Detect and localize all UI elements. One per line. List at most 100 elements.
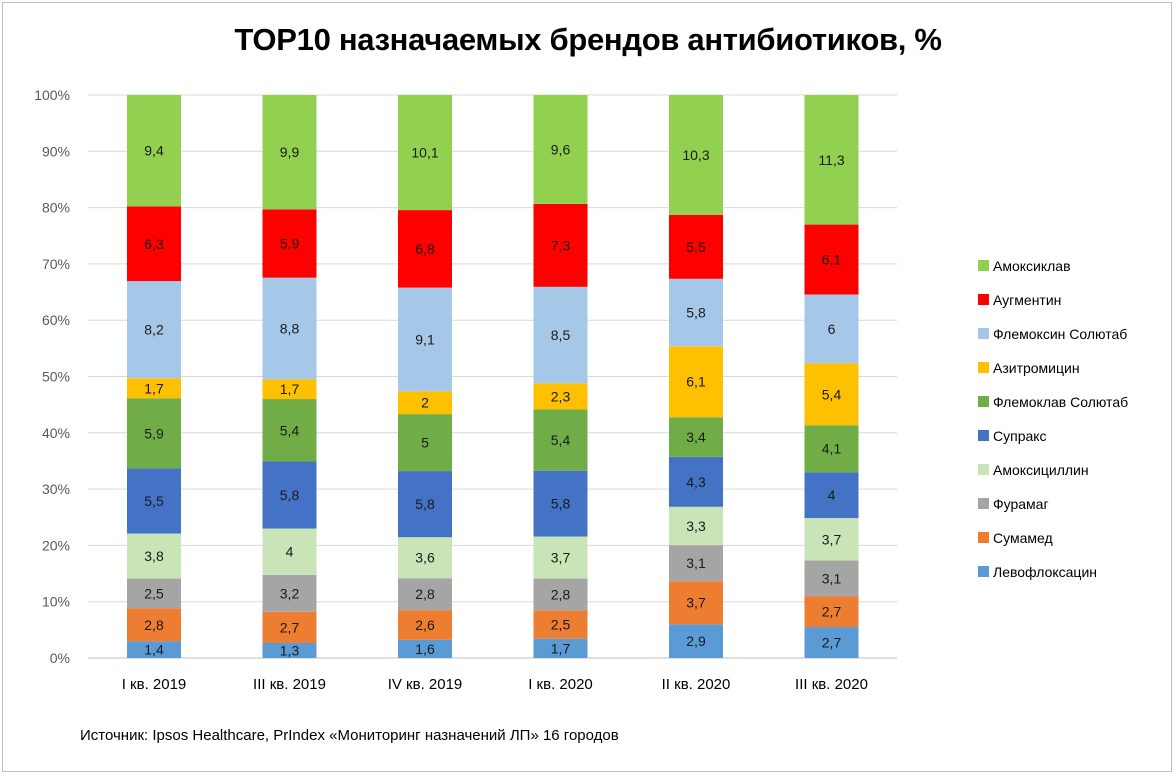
data-label: 2,3	[551, 388, 571, 404]
data-label: 8,2	[144, 322, 164, 338]
data-label: 1,6	[415, 641, 435, 657]
data-label: 6	[828, 321, 836, 337]
data-label: 2,7	[280, 619, 300, 635]
data-label: 3,2	[280, 585, 300, 601]
bar-segment	[804, 518, 859, 561]
data-label: 5,8	[280, 487, 300, 503]
bar-segment	[262, 611, 317, 643]
data-label: 5,5	[144, 493, 164, 509]
x-tick-label: I кв. 2020	[528, 676, 593, 693]
data-label: 3,1	[822, 570, 842, 586]
bar-segment	[398, 610, 452, 640]
legend-label: Азитромицин	[993, 360, 1080, 376]
data-label: 9,1	[415, 331, 435, 347]
bar-segment	[127, 468, 181, 534]
data-label: 9,9	[280, 144, 300, 160]
legend-swatch	[978, 362, 989, 373]
bar-segment	[262, 379, 317, 400]
bar-segment	[127, 398, 181, 469]
legend-swatch	[978, 396, 989, 407]
legend-swatch	[978, 430, 989, 441]
bar-segment	[533, 578, 588, 611]
data-label: 9,6	[551, 141, 571, 157]
bar-segment	[669, 214, 723, 279]
data-label: 6,1	[686, 374, 706, 390]
bar-segment	[127, 378, 181, 399]
bar-segment	[127, 281, 181, 379]
bar-segment	[398, 639, 452, 658]
legend-label: Амоксициллин	[993, 462, 1089, 478]
bar-segment	[127, 206, 181, 282]
bar-segment	[669, 278, 723, 347]
data-label: 1,7	[144, 380, 164, 396]
y-tick-label: 100%	[34, 87, 70, 103]
data-label: 2,5	[551, 617, 571, 633]
data-label: 10,3	[682, 147, 709, 163]
data-label: 5,5	[686, 239, 706, 255]
bar-segment	[533, 95, 588, 204]
data-label: 2,8	[551, 586, 571, 602]
data-label: 3,8	[144, 548, 164, 564]
y-tick-label: 50%	[42, 369, 70, 385]
bar-segment	[804, 224, 859, 295]
bar-segment	[804, 560, 859, 597]
data-label: 3,1	[686, 555, 706, 571]
data-label: 2,7	[822, 635, 842, 651]
bar-segment	[804, 294, 859, 364]
bar-segment	[127, 533, 181, 579]
data-label: 7,3	[551, 237, 571, 253]
bar-segment	[127, 641, 181, 658]
data-label: 4,3	[686, 474, 706, 490]
data-label: 1,7	[551, 640, 571, 656]
bar-segment	[669, 456, 723, 507]
bar-segment	[804, 95, 859, 225]
bar-segment	[262, 399, 317, 462]
data-label: 6,1	[822, 252, 842, 268]
legend-swatch	[978, 498, 989, 509]
bar-segment	[533, 203, 588, 287]
data-label: 5,8	[415, 496, 435, 512]
legend-label: Аугментин	[993, 292, 1061, 308]
bar-segment	[398, 210, 452, 288]
bar-segment	[398, 414, 452, 472]
bar-segment	[669, 624, 723, 658]
bar-segment	[804, 472, 859, 519]
bar-segment	[262, 209, 317, 278]
data-label: 5,4	[280, 422, 300, 438]
x-tick-label: IV кв. 2019	[388, 676, 463, 693]
bar-segment	[262, 574, 317, 612]
data-label: 5,8	[551, 496, 571, 512]
bar-segment	[127, 608, 181, 642]
data-label: 3,4	[686, 429, 706, 445]
data-label: 2,7	[822, 604, 842, 620]
legend-label: Сумамед	[993, 530, 1053, 546]
data-label: 3,7	[686, 595, 706, 611]
legend-swatch	[978, 294, 989, 305]
bar-segment	[127, 578, 181, 609]
data-label: 5,9	[280, 236, 300, 252]
legend-label: Флемоклав Солютаб	[993, 394, 1128, 410]
bar-segment	[804, 596, 859, 628]
bar-segment	[398, 537, 452, 579]
legend-swatch	[978, 328, 989, 339]
bar-segment	[262, 642, 317, 658]
x-tick-label: III кв. 2020	[795, 676, 868, 693]
legend-swatch	[978, 532, 989, 543]
data-label: 10,1	[411, 145, 438, 161]
chart-title: TOP10 назначаемых брендов антибиотиков, …	[234, 22, 942, 57]
y-tick-label: 10%	[42, 594, 70, 610]
data-label: 5,9	[144, 425, 164, 441]
data-label: 8,5	[551, 327, 571, 343]
data-label: 1,7	[280, 381, 300, 397]
y-tick-label: 60%	[42, 312, 70, 328]
data-label: 11,3	[818, 152, 844, 168]
y-tick-label: 30%	[42, 481, 70, 497]
data-label: 2,5	[144, 585, 164, 601]
bar-segment	[398, 95, 452, 211]
data-label: 2,9	[686, 633, 706, 649]
bar-segment	[669, 417, 723, 457]
data-label: 1,4	[144, 642, 164, 658]
bar-segment	[804, 363, 859, 426]
